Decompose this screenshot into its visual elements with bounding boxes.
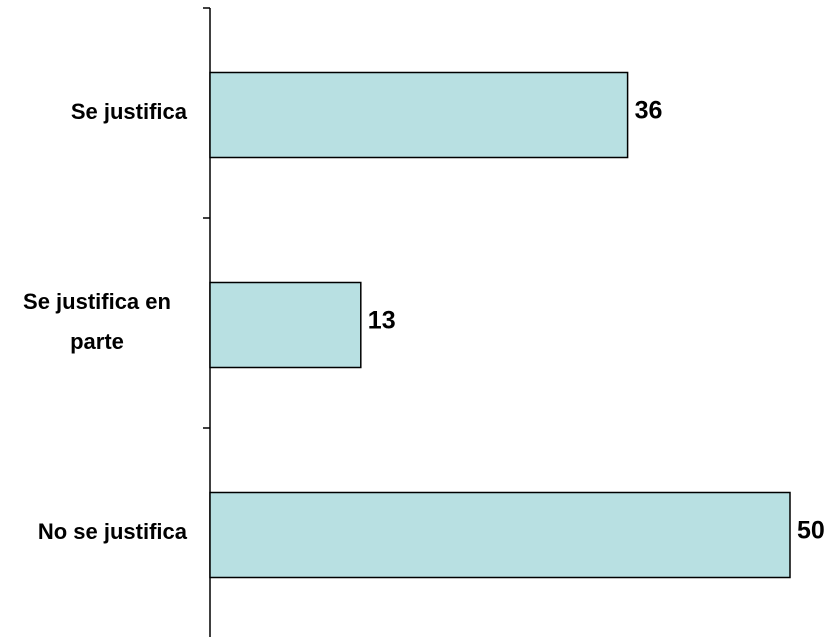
axis-group [203, 7, 211, 637]
bars-group [209, 71, 791, 579]
category-label-line: Se justifica en [23, 289, 171, 314]
category-label: Se justifica [71, 99, 188, 124]
category-label-line: Se justifica [71, 99, 188, 124]
category-label-line: parte [70, 329, 124, 354]
category-label-line: No se justifica [38, 519, 188, 544]
bar [209, 281, 362, 369]
data-label: 50 [797, 517, 825, 545]
bar [209, 71, 629, 159]
bar [209, 491, 791, 579]
category-label: Se justifica en parte [23, 289, 171, 354]
data-label: 13 [368, 307, 396, 335]
labels-group: 36 Se justifica 13 Se justifica en parte 50 No… [23, 97, 825, 545]
data-label: 36 [635, 97, 663, 125]
category-label: No se justifica [38, 519, 188, 544]
